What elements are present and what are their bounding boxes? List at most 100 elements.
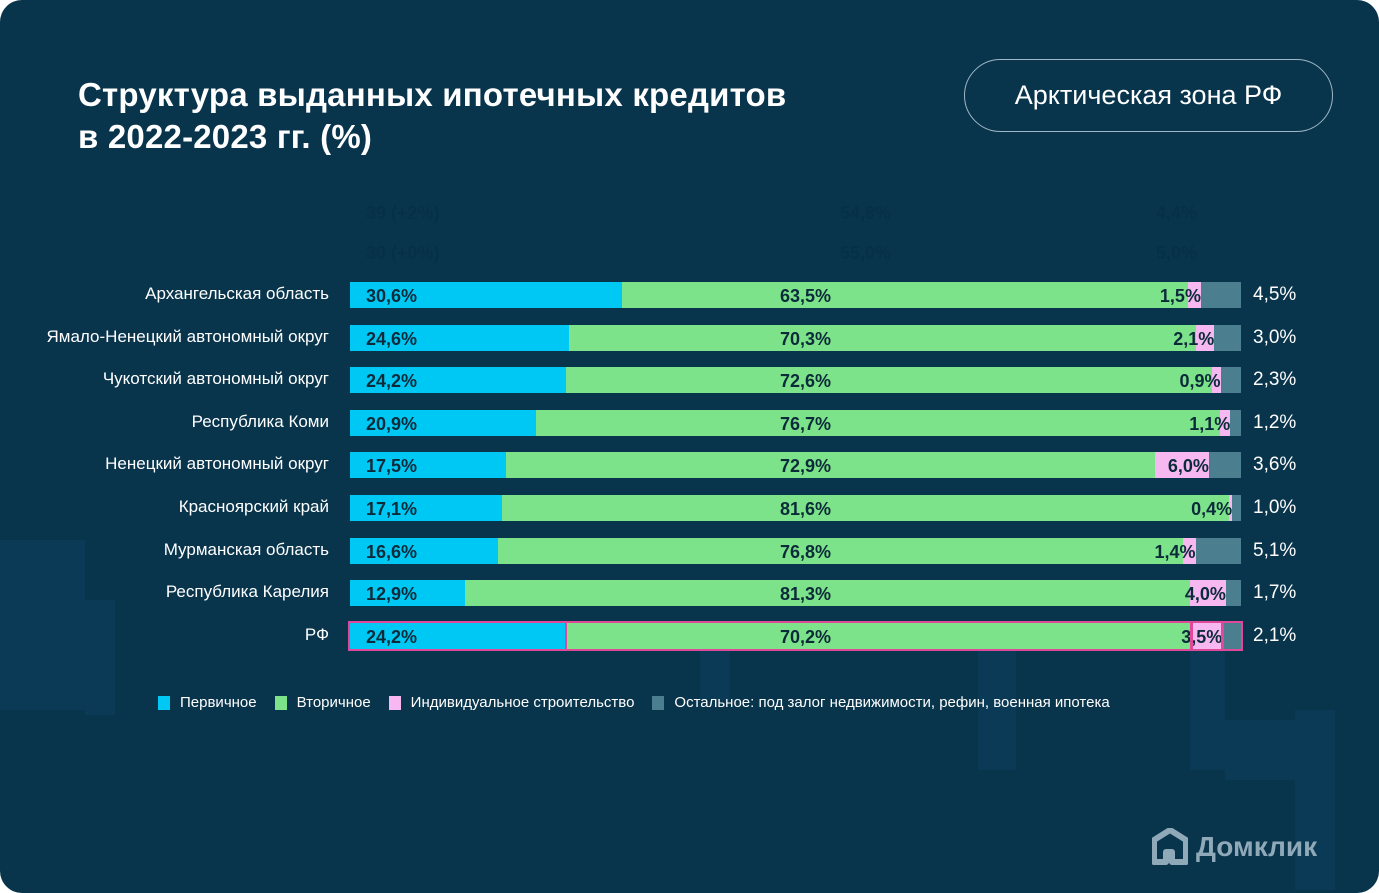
bar-row: 24,6% 70,3% 2,1% (350, 324, 1241, 351)
legend-item-individual: Индивидуальное строительство (388, 694, 635, 711)
bar-segment-primary (350, 495, 503, 521)
bar-segment-other (1222, 622, 1241, 649)
legend-swatch-primary (158, 695, 170, 710)
bar-segment-secondary (502, 495, 1229, 521)
bar-segment-primary (350, 282, 623, 308)
data-label-individual: 2,1% (1173, 328, 1215, 349)
bar-segment-other (1225, 580, 1241, 607)
bar-segment-individual (1183, 537, 1196, 564)
legend-item-secondary: Вторичное (274, 694, 371, 711)
data-label-secondary: 81,3% (779, 584, 832, 605)
data-label-primary: 24,6% (366, 328, 418, 349)
data-label-secondary: 72,6% (779, 371, 832, 392)
background-column (1190, 640, 1225, 770)
data-label-secondary: 76,7% (779, 413, 832, 434)
bar-segment-secondary (536, 409, 1221, 436)
data-label-primary: 24,2% (366, 626, 418, 647)
data-label-other: 2,3% (1253, 369, 1297, 391)
legend-label: Первичное (180, 694, 257, 711)
logo-text: Домклик (1196, 831, 1318, 862)
bar-segment-individual (1212, 367, 1221, 394)
bar-segment-individual (1187, 282, 1201, 308)
legend-swatch-other (652, 695, 665, 710)
category-label: Ямало-Ненецкий автономный округ (46, 326, 329, 346)
ghost-text: 4,4% (1156, 203, 1198, 223)
legend-label: Вторичное (296, 694, 371, 711)
highlight-separator (1221, 622, 1224, 649)
ghost-text: 55,0% (840, 243, 892, 263)
bar-segment-primary (350, 367, 566, 394)
legend-label: Индивидуальное строительство (410, 694, 635, 711)
background-column (1225, 720, 1295, 780)
bar-segment-individual (1191, 622, 1223, 649)
data-label-other: 3,6% (1253, 454, 1297, 476)
ghost-text: 5,0% (1156, 243, 1198, 263)
bar-segment-other (1230, 409, 1241, 436)
bar-segment-other (1200, 282, 1241, 308)
background-column (700, 640, 730, 700)
category-label: Архангельская область (145, 284, 329, 303)
data-label-individual: 1,1% (1189, 413, 1231, 434)
data-label-individual: 3,5% (1181, 626, 1223, 647)
data-label-primary: 17,1% (366, 499, 418, 519)
data-label-secondary: 76,8% (779, 541, 832, 562)
ghost-text: 39 (+2%) (366, 203, 440, 223)
data-label-primary: 24,2% (366, 371, 418, 392)
bar-row: 16,6% 76,8% 1,4% (350, 537, 1241, 564)
category-label: Ненецкий автономный округ (105, 454, 329, 474)
bar-segment-primary (350, 622, 566, 649)
bar-row: 20,9% 76,7% 1,1% (350, 409, 1241, 436)
background-column (1295, 710, 1335, 890)
bar-row: 17,5% 72,9% 6,0% (350, 452, 1241, 479)
category-label: Красноярский край (178, 497, 329, 516)
data-label-secondary: 63,5% (779, 286, 832, 306)
highlight-separator (1190, 622, 1193, 649)
bar-segment-other (1214, 324, 1241, 351)
category-label: РФ (304, 624, 329, 644)
highlight-separator (564, 622, 568, 649)
data-label-other: 1,0% (1253, 497, 1297, 518)
bar-segment-primary (350, 580, 466, 607)
category-label: Республика Карелия (165, 582, 329, 602)
bar-segment-secondary (622, 282, 1188, 308)
category-label: Мурманская область (163, 539, 329, 559)
data-label-individual: 1,4% (1154, 541, 1196, 562)
bar-segment-individual (1155, 452, 1209, 479)
data-label-individual: 0,9% (1179, 371, 1221, 392)
bar-row: 12,9% 81,3% 4,0% (350, 580, 1241, 607)
data-label-individual: 4,0% (1184, 584, 1226, 605)
bar-row: 24,2% 70,2% 3,5% (350, 622, 1241, 649)
data-label-individual: 6,0% (1167, 456, 1209, 477)
data-label-individual: 1,5% (1159, 286, 1201, 306)
bar-segment-primary (350, 409, 537, 436)
data-label-individual: 0,4% (1191, 499, 1233, 519)
data-label-secondary: 72,9% (779, 456, 832, 477)
data-label-secondary: 70,2% (779, 626, 832, 647)
bar-segment-other (1232, 495, 1241, 521)
bar-segment-secondary (565, 367, 1213, 394)
data-label-other: 4,5% (1253, 284, 1297, 305)
ghost-text: 30 (+0%) (366, 243, 440, 263)
legend-swatch-individual (388, 695, 401, 710)
bar-row: 17,1% 81,6% 0,4% (350, 495, 1241, 521)
bar-segment-primary (350, 324, 570, 351)
bar-segment-primary (350, 452, 506, 479)
legend-label: Остальное: под залог недвижимости, рефин… (674, 694, 1110, 711)
ghost-text: 54,8% (840, 203, 892, 223)
region-badge: Арктическая зона РФ (964, 59, 1333, 132)
data-label-other: 2,1% (1253, 624, 1297, 646)
legend-item-other: Остальное: под залог недвижимости, рефин… (652, 694, 1110, 711)
data-label-secondary: 81,6% (779, 499, 832, 519)
domclick-logo: Домклик (1152, 828, 1317, 866)
data-label-primary: 30,6% (366, 286, 418, 306)
title-line-1: Структура выданных ипотечных кредитов (78, 76, 787, 113)
data-label-other: 1,7% (1253, 582, 1297, 604)
bar-segment-individual (1220, 409, 1231, 436)
bar-segment-secondary (505, 452, 1156, 479)
title-line-2: в 2022-2023 гг. (%) (78, 118, 373, 155)
bar-row: 30,6% 63,5% 1,5% (350, 282, 1241, 308)
background-column (85, 600, 115, 715)
data-label-primary: 16,6% (366, 541, 418, 562)
background-column (0, 540, 85, 710)
